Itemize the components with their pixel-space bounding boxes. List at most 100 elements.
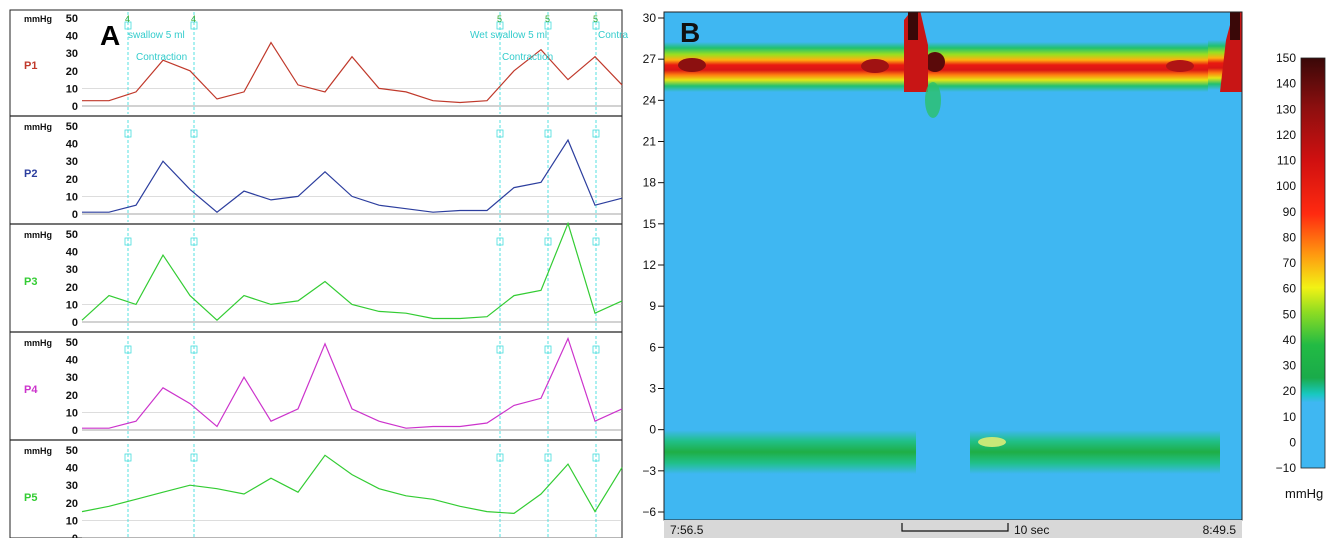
channel-p4: mmHg P4 50 40 30 20 10 0 — [10, 336, 623, 441]
y-tick-label: 21 — [643, 135, 657, 149]
les-hotspot — [978, 437, 1006, 447]
channel-tick-label: 20 — [66, 174, 78, 186]
channel-tick-label: 50 — [66, 337, 78, 349]
y-tick-label: 18 — [643, 176, 657, 190]
event-number: 5 — [497, 14, 502, 24]
panel-a-label: A — [100, 20, 120, 51]
channel-tick-label: 50 — [66, 229, 78, 241]
colorbar-tick-label: 120 — [1276, 128, 1296, 142]
les-band-right — [970, 430, 1220, 474]
event-flag — [592, 345, 600, 354]
event-number: 4 — [125, 14, 130, 24]
event-annotation: Contraction — [136, 52, 187, 63]
ues-band-right — [928, 42, 1208, 92]
channel-tick-label: 10 — [66, 515, 78, 527]
channel-name: P3 — [24, 276, 37, 288]
event-flag — [592, 237, 600, 246]
channel-tick-label: 10 — [66, 407, 78, 419]
y-tick-label: 30 — [643, 11, 657, 25]
event-flag — [124, 345, 132, 354]
swallow-2-peak — [1230, 12, 1240, 40]
ues-hotspot — [925, 52, 945, 72]
channel-tick-label: 40 — [66, 247, 78, 259]
colorbar-unit: mmHg — [1285, 486, 1323, 501]
ues-hotspot — [861, 59, 889, 73]
event-flag — [592, 129, 600, 138]
event-annotation: Contra — [598, 30, 628, 41]
channel-p1: mmHg P1 50 40 30 20 10 0 — [10, 12, 623, 117]
channel-tick-label: 10 — [66, 191, 78, 203]
panel-b: 30 27 24 21 18 15 12 9 6 3 0 −3 −6 B 7:56.5 8:49.5 1… — [630, 0, 1330, 538]
channel-tick-label: 40 — [66, 31, 78, 43]
channel-tick-label: 30 — [66, 48, 78, 60]
channel-tick-label: 50 — [66, 121, 78, 133]
event-flag — [190, 237, 198, 246]
colorbar-tick-label: 50 — [1283, 307, 1297, 321]
channel-tick-label: 30 — [66, 264, 78, 276]
channel-tick-label: 20 — [66, 282, 78, 294]
event-annotation: Wet swallow 5 ml — [470, 30, 547, 41]
y-tick-label: 3 — [649, 382, 656, 396]
event-flag — [190, 129, 198, 138]
event-flag — [544, 21, 552, 30]
y-tick-label: 0 — [649, 423, 656, 437]
channel-tick-label: 10 — [66, 83, 78, 95]
event-flag — [124, 237, 132, 246]
channel-tick-label: 50 — [66, 445, 78, 457]
ues-hotspot — [1166, 60, 1194, 72]
scale-bar — [901, 523, 1009, 532]
colorbar-tick-label: 90 — [1283, 205, 1297, 219]
swallow-1-tail — [925, 82, 941, 118]
channel-name: P1 — [24, 60, 37, 72]
les-band-left — [664, 430, 916, 474]
y-tick-label: 27 — [643, 52, 657, 66]
scale-bar-label: 10 sec — [1014, 523, 1049, 537]
channel-name: P5 — [24, 492, 37, 504]
event-flag — [496, 345, 504, 354]
time-start: 7:56.5 — [670, 523, 704, 537]
y-tick-label: −6 — [642, 505, 656, 519]
channel-p2: mmHg P2 50 40 30 20 10 0 — [10, 120, 623, 225]
colorbar-tick-label: 30 — [1283, 359, 1297, 373]
channel-unit: mmHg — [24, 230, 52, 240]
ues-hotspot — [678, 58, 706, 72]
channel-tick-label: 20 — [66, 66, 78, 78]
event-flag — [544, 345, 552, 354]
time-bar — [664, 520, 1242, 538]
time-end: 8:49.5 — [1203, 523, 1237, 537]
event-flag — [496, 21, 504, 30]
y-tick-label: 15 — [643, 217, 657, 231]
channel-tick-label: 0 — [72, 533, 78, 538]
channel-p5: mmHg P5 50 40 30 20 10 0 — [24, 444, 623, 543]
colorbar-tick-label: 10 — [1283, 410, 1297, 424]
colorbar-tick-label: 130 — [1276, 102, 1296, 116]
channel-tick-label: 0 — [72, 209, 78, 221]
channel-tick-label: 40 — [66, 139, 78, 151]
channel-tick-label: 50 — [66, 13, 78, 25]
event-number: 5 — [545, 14, 550, 24]
event-flag — [592, 453, 600, 462]
channel-name: P2 — [24, 168, 37, 180]
channel-tick-label: 0 — [72, 317, 78, 329]
y-tick-label: 12 — [643, 258, 657, 272]
event-number: 5 — [593, 14, 598, 24]
colorbar-tick-label: 60 — [1283, 282, 1297, 296]
event-flag — [190, 21, 198, 30]
y-tick-label: 24 — [643, 93, 657, 107]
channel-tick-label: 30 — [66, 156, 78, 168]
panel-a: A mmHg P1 50 40 30 20 10 0 mmHg P2 50 40 30 20 10 0 mmHg… — [0, 0, 630, 543]
colorbar-tick-label: 100 — [1276, 179, 1296, 193]
colorbar-tick-label: 20 — [1283, 384, 1297, 398]
colorbar-tick-label: 0 — [1289, 435, 1296, 449]
channel-tick-label: 10 — [66, 299, 78, 311]
channel-unit: mmHg — [24, 14, 52, 24]
event-annotation: Contraction — [502, 52, 553, 63]
colorbar-tick-label: 110 — [1277, 154, 1296, 168]
event-annotation: swallow 5 ml — [128, 30, 185, 41]
channel-tick-label: 20 — [66, 390, 78, 402]
channel-p3: mmHg P3 50 40 30 20 10 0 — [10, 221, 623, 333]
trace-p5 — [81, 454, 623, 515]
y-tick-label: 9 — [649, 299, 656, 313]
